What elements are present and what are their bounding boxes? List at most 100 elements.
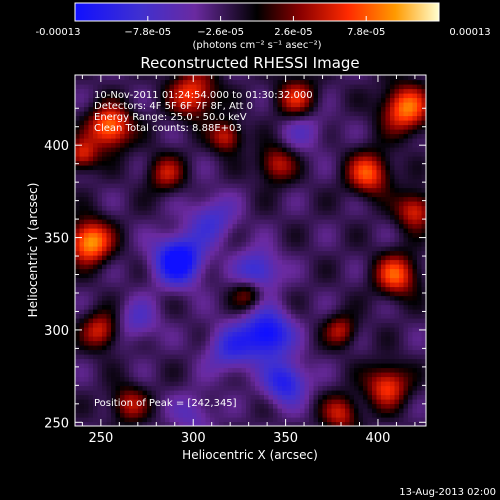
heatmap-cell bbox=[286, 214, 292, 220]
heatmap-cell bbox=[102, 79, 108, 85]
heatmap-cell bbox=[340, 331, 346, 337]
heatmap-cell bbox=[304, 277, 310, 283]
heatmap-cell bbox=[115, 165, 121, 171]
heatmap-cell bbox=[246, 214, 252, 220]
heatmap-cell bbox=[147, 295, 153, 301]
heatmap-cell bbox=[331, 313, 337, 319]
heatmap-cell bbox=[201, 381, 207, 387]
heatmap-cell bbox=[174, 165, 180, 171]
heatmap-cell bbox=[300, 394, 306, 400]
heatmap-cell bbox=[354, 291, 360, 297]
heatmap-cell bbox=[304, 255, 310, 261]
heatmap-cell bbox=[97, 322, 103, 328]
heatmap-cell bbox=[250, 327, 256, 333]
heatmap-cell bbox=[246, 408, 252, 414]
heatmap-cell bbox=[129, 250, 135, 256]
heatmap-cell bbox=[201, 124, 207, 130]
heatmap-cell bbox=[111, 385, 117, 391]
heatmap-cell bbox=[115, 174, 121, 180]
heatmap-cell bbox=[84, 421, 90, 426]
heatmap-cell bbox=[282, 282, 288, 288]
heatmap-cell bbox=[201, 322, 207, 328]
heatmap-cell bbox=[75, 160, 81, 166]
heatmap-cell bbox=[187, 183, 193, 189]
heatmap-cell bbox=[268, 111, 274, 117]
heatmap-cell bbox=[129, 390, 135, 396]
heatmap-cell bbox=[322, 79, 328, 85]
heatmap-cell bbox=[309, 381, 315, 387]
heatmap-cell bbox=[201, 318, 207, 324]
heatmap-cell bbox=[322, 331, 328, 337]
heatmap-cell bbox=[286, 309, 292, 315]
heatmap-cell bbox=[165, 187, 171, 193]
heatmap-cell bbox=[165, 75, 171, 81]
heatmap-cell bbox=[138, 331, 144, 337]
heatmap-cell bbox=[309, 291, 315, 297]
heatmap-cell bbox=[228, 417, 234, 423]
heatmap-cell bbox=[151, 268, 157, 274]
heatmap-cell bbox=[232, 232, 238, 238]
heatmap-cell bbox=[277, 142, 283, 148]
heatmap-cell bbox=[142, 93, 148, 99]
heatmap-cell bbox=[79, 106, 85, 112]
heatmap-cell bbox=[178, 331, 184, 337]
heatmap-cell bbox=[147, 313, 153, 319]
heatmap-cell bbox=[210, 300, 216, 306]
heatmap-cell bbox=[97, 268, 103, 274]
heatmap-cell bbox=[291, 268, 297, 274]
heatmap-cell bbox=[309, 133, 315, 139]
heatmap-cell bbox=[318, 223, 324, 229]
heatmap-cell bbox=[286, 331, 292, 337]
heatmap-cell bbox=[201, 183, 207, 189]
heatmap-cell bbox=[322, 376, 328, 382]
heatmap-cell bbox=[250, 282, 256, 288]
heatmap-cell bbox=[84, 192, 90, 198]
heatmap-cell bbox=[88, 394, 94, 400]
heatmap-cell bbox=[151, 403, 157, 409]
heatmap-cell bbox=[183, 345, 189, 351]
heatmap-cell bbox=[169, 102, 175, 108]
heatmap-cell bbox=[169, 142, 175, 148]
heatmap-cell bbox=[237, 412, 243, 418]
heatmap-cell bbox=[120, 291, 126, 297]
heatmap-cell bbox=[304, 322, 310, 328]
heatmap-cell bbox=[345, 309, 351, 315]
heatmap-cell bbox=[102, 313, 108, 319]
heatmap-cell bbox=[318, 246, 324, 252]
heatmap-cell bbox=[111, 124, 117, 130]
heatmap-cell bbox=[246, 237, 252, 243]
heatmap-cell bbox=[174, 93, 180, 99]
heatmap-cell bbox=[237, 399, 243, 405]
heatmap-cell bbox=[160, 156, 166, 162]
heatmap-cell bbox=[318, 417, 324, 423]
heatmap-cell bbox=[187, 286, 193, 292]
heatmap-cell bbox=[237, 273, 243, 279]
heatmap-cell bbox=[97, 232, 103, 238]
heatmap-cell bbox=[300, 79, 306, 85]
heatmap-cell bbox=[286, 160, 292, 166]
heatmap-cell bbox=[84, 327, 90, 333]
heatmap-cell bbox=[295, 268, 301, 274]
heatmap-cell bbox=[345, 345, 351, 351]
heatmap-cell bbox=[309, 223, 315, 229]
heatmap-cell bbox=[313, 219, 319, 225]
heatmap-cell bbox=[210, 273, 216, 279]
heatmap-cell bbox=[264, 106, 270, 112]
heatmap-cell bbox=[304, 111, 310, 117]
heatmap-cell bbox=[124, 129, 130, 135]
heatmap-cell bbox=[255, 313, 261, 319]
heatmap-cell bbox=[111, 142, 117, 148]
heatmap-cell bbox=[255, 241, 261, 247]
heatmap-cell bbox=[183, 169, 189, 175]
heatmap-cell bbox=[273, 106, 279, 112]
heatmap-cell bbox=[336, 295, 342, 301]
heatmap-cell bbox=[322, 120, 328, 126]
heatmap-cell bbox=[286, 169, 292, 175]
heatmap-cell bbox=[219, 259, 225, 265]
heatmap-cell bbox=[124, 259, 130, 265]
heatmap-cell bbox=[138, 381, 144, 387]
heatmap-cell bbox=[358, 408, 364, 414]
heatmap-cell bbox=[102, 354, 108, 360]
heatmap-cell bbox=[241, 160, 247, 166]
heatmap-cell bbox=[79, 376, 85, 382]
